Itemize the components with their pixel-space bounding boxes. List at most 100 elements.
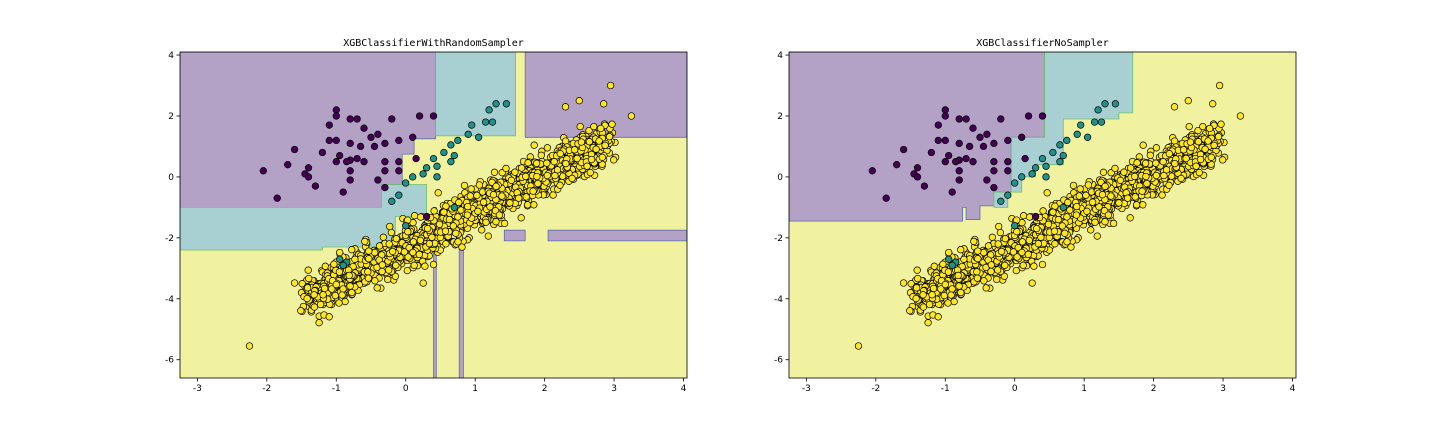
data-point-class-0 [325, 136, 333, 145]
data-point-class-2 [464, 202, 472, 211]
data-point-class-0 [259, 167, 267, 175]
data-point-class-2 [419, 279, 427, 287]
data-point-class-0 [868, 167, 876, 175]
data-point-class-0 [409, 133, 417, 141]
data-point-class-2 [445, 215, 454, 224]
data-point-class-0 [962, 154, 970, 163]
data-point-class-2 [577, 138, 586, 146]
data-point-class-2 [325, 313, 333, 321]
data-point-class-2 [912, 294, 920, 303]
data-point-class-2 [530, 141, 538, 149]
data-point-class-1 [1059, 203, 1067, 212]
data-point-class-2 [502, 164, 510, 173]
data-point-class-2 [982, 284, 990, 292]
data-point-class-1 [1094, 106, 1102, 114]
data-point-class-2 [914, 274, 922, 283]
data-point-class-2 [335, 299, 343, 307]
x-tick-label: -1 [941, 384, 950, 394]
data-point-class-2 [361, 237, 369, 246]
data-point-class-2 [1000, 272, 1009, 280]
data-point-class-2 [1194, 138, 1203, 146]
data-point-class-2 [1073, 202, 1081, 211]
data-point-class-2 [912, 284, 921, 292]
data-point-class-2 [1063, 213, 1071, 221]
data-point-class-0 [311, 182, 320, 190]
data-point-class-2 [1131, 172, 1139, 181]
data-point-class-2 [391, 272, 400, 280]
data-point-class-2 [410, 212, 419, 220]
data-point-class-0 [948, 188, 956, 196]
data-point-class-2 [1051, 240, 1059, 248]
data-point-class-2 [386, 222, 394, 231]
data-point-class-0 [332, 136, 340, 145]
data-point-class-2 [1030, 262, 1038, 270]
data-point-class-2 [973, 268, 981, 276]
data-point-class-2 [1088, 198, 1097, 206]
data-point-class-2 [1099, 168, 1108, 176]
data-point-class-2 [583, 162, 591, 170]
data-point-class-0 [346, 115, 354, 123]
data-point-class-0 [1031, 212, 1040, 221]
data-point-class-0 [952, 158, 960, 166]
data-point-class-0 [381, 139, 389, 148]
data-point-class-2 [1018, 238, 1027, 246]
data-point-class-2 [429, 260, 438, 269]
data-point-class-2 [1049, 208, 1057, 216]
data-point-class-2 [1034, 240, 1043, 248]
data-point-class-1 [1090, 118, 1099, 126]
data-point-class-0 [381, 167, 389, 175]
data-point-class-2 [1184, 97, 1192, 105]
data-point-class-2 [517, 214, 525, 222]
data-point-class-2 [1219, 156, 1227, 164]
data-point-class-2 [1141, 159, 1150, 167]
data-point-class-0 [381, 183, 389, 192]
data-point-class-2 [997, 247, 1006, 256]
data-point-class-0 [304, 173, 313, 181]
data-point-class-1 [1011, 179, 1019, 187]
data-point-class-2 [587, 155, 596, 164]
data-point-class-2 [442, 202, 450, 210]
data-point-class-2 [1043, 189, 1051, 197]
data-point-class-1 [339, 261, 347, 269]
data-point-class-2 [532, 159, 541, 167]
data-point-class-2 [1143, 179, 1151, 188]
data-point-class-2 [475, 181, 484, 189]
data-point-class-2 [375, 242, 384, 250]
data-point-class-1 [468, 121, 476, 129]
data-point-class-0 [367, 133, 375, 141]
data-point-class-2 [930, 262, 938, 270]
data-point-class-2 [1204, 137, 1212, 145]
data-point-class-2 [1072, 211, 1081, 219]
data-point-class-1 [1073, 130, 1081, 138]
data-point-class-2 [1126, 214, 1134, 222]
data-point-class-2 [319, 291, 327, 299]
data-point-class-2 [400, 248, 409, 256]
data-point-class-2 [955, 282, 963, 290]
data-point-class-1 [948, 261, 956, 269]
data-point-class-2 [517, 164, 526, 172]
data-point-class-2 [515, 194, 523, 202]
data-point-class-2 [993, 275, 1001, 284]
data-point-class-2 [1025, 213, 1034, 221]
data-point-class-2 [996, 228, 1005, 237]
data-point-class-2 [409, 238, 418, 246]
data-point-class-2 [1019, 212, 1028, 220]
data-point-class-1 [945, 255, 953, 263]
data-point-class-2 [1139, 201, 1147, 209]
data-point-class-2 [970, 237, 978, 246]
data-point-class-2 [1058, 222, 1066, 230]
data-point-class-2 [543, 171, 551, 180]
data-point-class-0 [304, 164, 313, 172]
data-point-class-2 [562, 159, 570, 168]
y-tick-label: -6 [774, 356, 783, 366]
data-point-class-2 [338, 291, 346, 299]
chart-panel-1: -3 -2 -1 0 1 2 3 4 -6 -4 -2 0 2 4 XGBClassifierWithRan… [165, 38, 688, 394]
data-point-class-0 [882, 194, 890, 202]
data-point-class-2 [944, 299, 952, 307]
data-point-class-2 [995, 222, 1003, 231]
data-point-class-2 [425, 240, 434, 248]
data-point-class-2 [1025, 236, 1033, 244]
data-point-class-2 [454, 238, 462, 246]
data-point-class-1 [1028, 170, 1036, 178]
data-point-class-2 [1050, 227, 1059, 235]
